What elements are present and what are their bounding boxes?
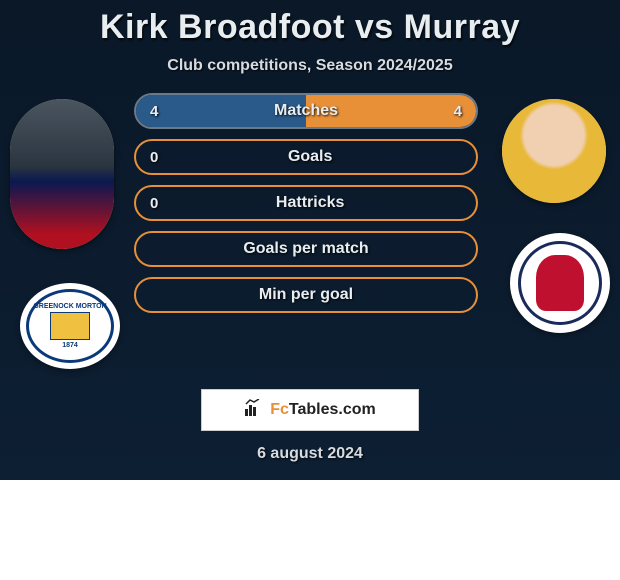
stat-bars: 4Matches40Goals0HattricksGoals per match… [134,93,478,323]
player-right-image [502,99,606,203]
stat-row-goals-per-match: Goals per match [134,231,478,267]
club-left-crest: GREENOCK MORTON 1874 [26,289,114,363]
stat-label: Goals per match [150,240,462,258]
player-left-avatar [10,99,114,249]
stat-left-value: 0 [150,195,158,212]
stat-row-goals: 0Goals [134,139,478,175]
player-right-avatar [502,99,606,203]
club-right-badge [510,233,610,333]
chart-icon [244,399,264,422]
brand-logo[interactable]: FcTables.com [201,389,419,431]
stat-row-min-per-goal: Min per goal [134,277,478,313]
date-text: 6 august 2024 [0,445,620,463]
club-right-crest [518,241,602,325]
stat-label: Hattricks [158,194,462,212]
stat-label: Goals [158,148,462,166]
player-left-image [10,99,114,249]
stat-right-value: 4 [454,103,462,120]
stat-label: Min per goal [150,286,462,304]
lion-icon [536,255,584,311]
stat-row-hattricks: 0Hattricks [134,185,478,221]
stat-left-value: 4 [150,103,158,120]
page-title: Kirk Broadfoot vs Murray [0,0,620,47]
brand-prefix: Fc [270,401,289,418]
club-left-text-top: GREENOCK MORTON [33,303,106,310]
brand-text: FcTables.com [270,401,376,419]
brand-suffix: Tables.com [289,401,376,418]
comparison-area: GREENOCK MORTON 1874 4Matches40Goals0Hat… [0,93,620,373]
club-left-badge: GREENOCK MORTON 1874 [20,283,120,369]
stat-label: Matches [158,102,453,120]
club-left-year: 1874 [62,342,78,349]
ship-icon [50,312,90,340]
stat-row-matches: 4Matches4 [134,93,478,129]
stat-left-value: 0 [150,149,158,166]
subtitle: Club competitions, Season 2024/2025 [0,57,620,75]
